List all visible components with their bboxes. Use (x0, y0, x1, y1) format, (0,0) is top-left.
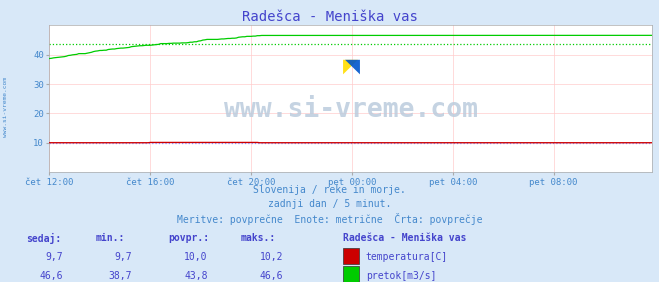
Text: 9,7: 9,7 (45, 252, 63, 262)
Text: 43,8: 43,8 (184, 271, 208, 281)
Text: sedaj:: sedaj: (26, 233, 61, 244)
Text: Meritve: povprečne  Enote: metrične  Črta: povprečje: Meritve: povprečne Enote: metrične Črta:… (177, 213, 482, 225)
Text: 46,6: 46,6 (260, 271, 283, 281)
Text: min.:: min.: (96, 233, 125, 243)
Text: temperatura[C]: temperatura[C] (366, 252, 448, 262)
Text: Radešca - Meniška vas: Radešca - Meniška vas (343, 233, 466, 243)
Text: Slovenija / reke in morje.: Slovenija / reke in morje. (253, 185, 406, 195)
Text: www.si-vreme.com: www.si-vreme.com (3, 77, 8, 137)
Text: www.si-vreme.com: www.si-vreme.com (224, 98, 478, 124)
Text: 9,7: 9,7 (114, 252, 132, 262)
Text: 10,0: 10,0 (184, 252, 208, 262)
Text: ◤: ◤ (343, 57, 358, 76)
Text: Radešca - Meniška vas: Radešca - Meniška vas (242, 10, 417, 24)
Text: 10,2: 10,2 (260, 252, 283, 262)
Text: ◥: ◥ (345, 57, 360, 76)
Text: 46,6: 46,6 (39, 271, 63, 281)
Text: maks.:: maks.: (241, 233, 275, 243)
Text: 38,7: 38,7 (108, 271, 132, 281)
Text: pretok[m3/s]: pretok[m3/s] (366, 271, 436, 281)
Text: povpr.:: povpr.: (168, 233, 209, 243)
Text: zadnji dan / 5 minut.: zadnji dan / 5 minut. (268, 199, 391, 209)
